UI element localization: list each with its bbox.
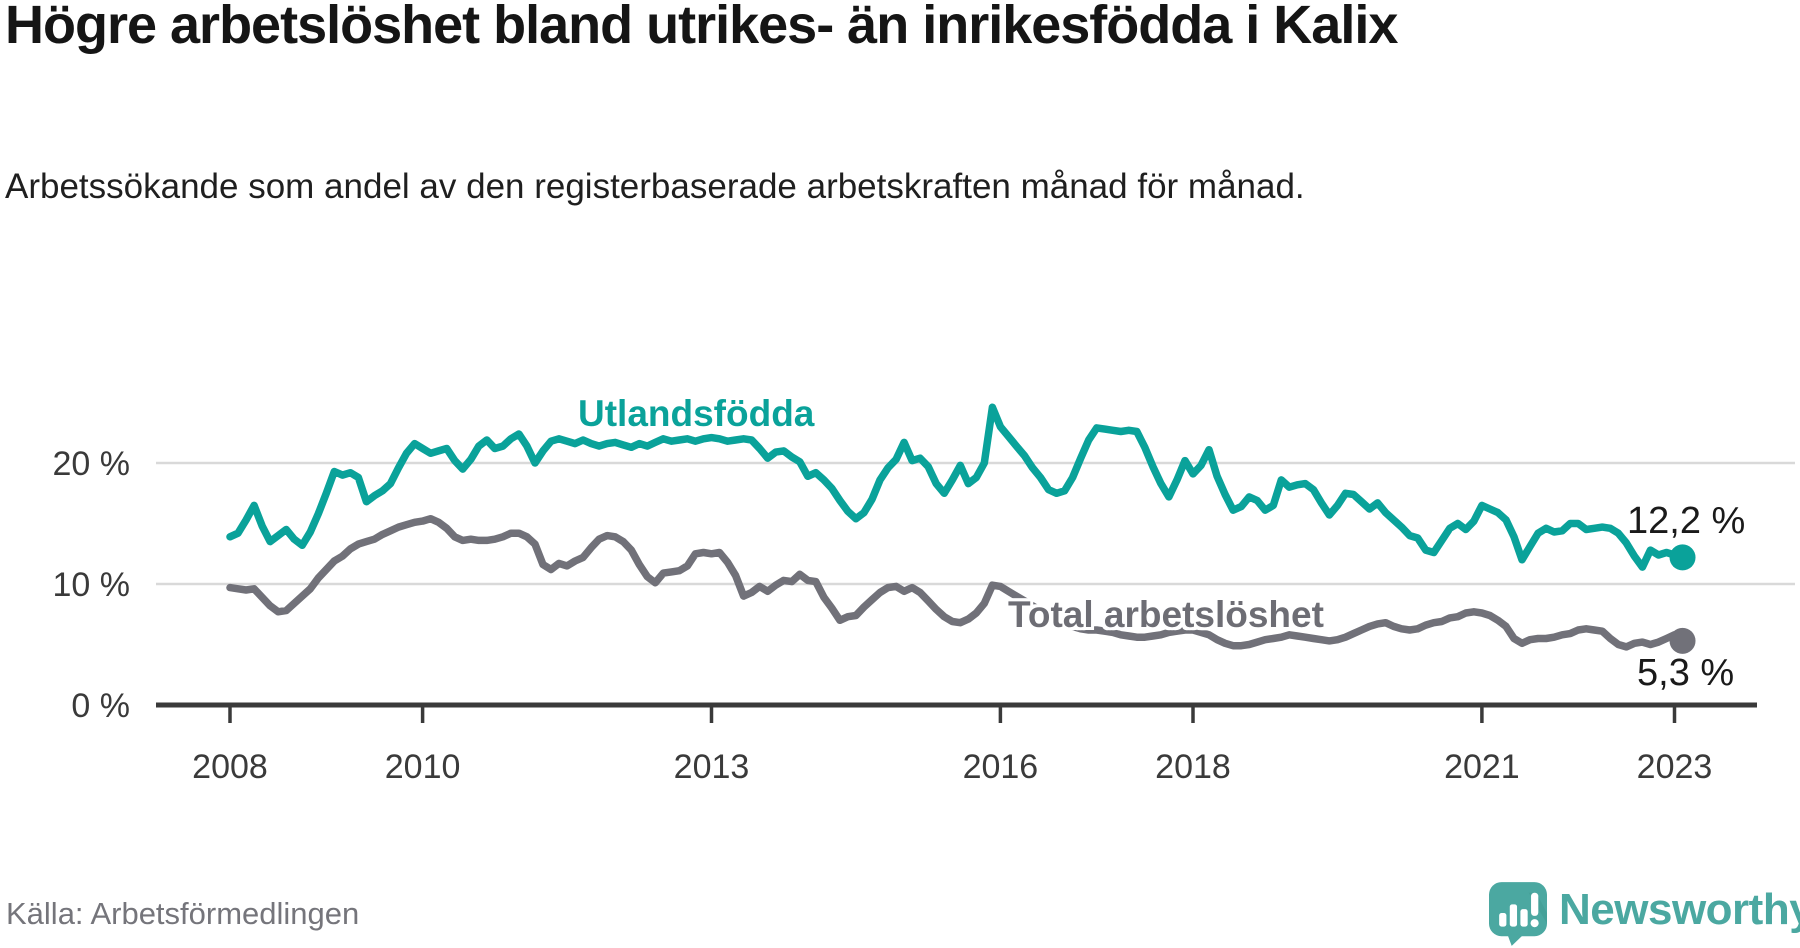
- series-end-dot: [1669, 627, 1696, 654]
- x-tick-label: 2018: [1155, 748, 1231, 786]
- series-label-utlandsfodda: Utlandsfödda: [578, 393, 815, 434]
- y-tick-label: 20 %: [53, 445, 131, 483]
- page-title: Högre arbetslöshet bland utrikes- än inr…: [5, 0, 1398, 55]
- source-caption: Källa: Arbetsförmedlingen: [6, 896, 360, 931]
- y-tick-label: 0 %: [71, 687, 130, 725]
- newsworthy-logo-icon: [1489, 882, 1547, 946]
- x-tick-label: 2016: [963, 748, 1039, 786]
- x-tick-label: 2021: [1444, 748, 1520, 786]
- x-tick-label: 2008: [192, 748, 268, 786]
- x-tick-label: 2023: [1637, 748, 1713, 786]
- series-line-utlandsfödda: [226, 403, 1687, 571]
- x-tick-label: 2010: [385, 748, 461, 786]
- series-label-total-arbetsloshet: Total arbetslöshet: [1008, 594, 1324, 635]
- end-value-total: 5,3 %: [1637, 652, 1735, 694]
- newsworthy-logo: Newsworthy: [1489, 882, 1800, 946]
- x-tick-label: 2013: [674, 748, 750, 786]
- end-value-utlandsfodda: 12,2 %: [1627, 500, 1746, 542]
- chart-subtitle: Arbetssökande som andel av den registerb…: [5, 167, 1305, 206]
- series-line-total-arbetslöshet: [226, 514, 1687, 651]
- newsworthy-wordmark: Newsworthy: [1559, 885, 1800, 934]
- y-tick-label: 10 %: [53, 566, 131, 604]
- series-end-dot: [1669, 544, 1696, 571]
